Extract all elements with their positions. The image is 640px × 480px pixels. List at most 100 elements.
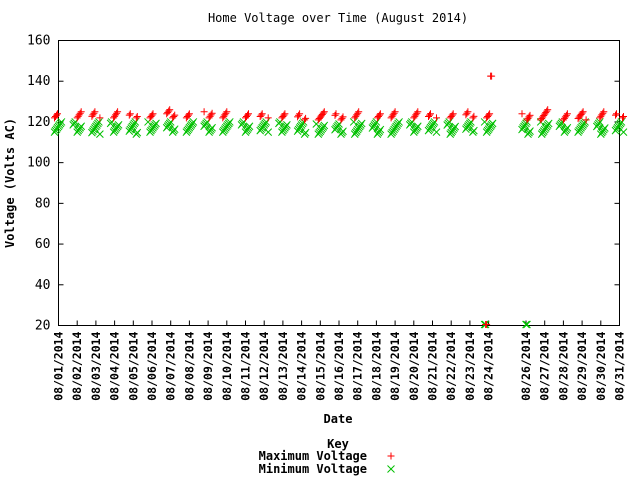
max-voltage-point [302, 114, 310, 122]
x-tick-label: 08/31/2014 [613, 331, 627, 400]
max-voltage-point [599, 109, 607, 117]
max-voltage-point [126, 110, 134, 118]
min-voltage-point [95, 118, 103, 126]
x-tick-label: 08/02/2014 [70, 331, 84, 400]
max-voltage-point [96, 114, 104, 122]
x-tick-label: 08/16/2014 [332, 331, 346, 400]
legend-title: Key [327, 437, 349, 451]
max-voltage-point [125, 111, 133, 119]
max-voltage-point [563, 110, 571, 118]
min-voltage-point [357, 119, 366, 128]
x-tick-label: 08/10/2014 [220, 331, 234, 400]
max-voltage-point [208, 109, 216, 117]
x-axis-ticks: 08/01/2014 08/02/2014 08/03/2014 08/04/2014… [52, 320, 627, 401]
max-voltage-point [483, 320, 491, 328]
x-tick-label: 08/13/2014 [276, 331, 290, 400]
x-tick-label: 08/21/2014 [426, 331, 440, 400]
legend-label-max: Maximum Voltage [259, 449, 367, 463]
min-voltage-point [395, 118, 403, 126]
max-voltage-point [319, 109, 327, 117]
max-voltage-point [170, 113, 178, 120]
max-voltage-point [579, 108, 587, 116]
y-tick-label: 120 [27, 115, 50, 130]
x-tick-label: 08/07/2014 [164, 331, 178, 400]
max-voltage-point [165, 107, 173, 115]
min-voltage-point [77, 122, 86, 131]
min-voltage-point [413, 122, 422, 131]
max-voltage-point [619, 114, 626, 122]
max-voltage-point [448, 111, 456, 119]
x-tick-label: 08/05/2014 [126, 331, 140, 400]
data-points [50, 72, 628, 329]
y-axis-ticks: 20 40 60 80 100 120 140 160 [27, 34, 620, 334]
max-voltage-point [613, 110, 620, 118]
max-voltage-point [375, 111, 383, 119]
max-voltage-point [449, 110, 457, 118]
max-voltage-point [413, 109, 421, 117]
max-voltage-point [463, 109, 471, 117]
max-voltage-point [185, 110, 193, 118]
x-tick-label: 08/29/2014 [575, 331, 589, 400]
x-tick-label: 08/14/2014 [295, 331, 309, 400]
y-tick-label: 160 [27, 34, 50, 49]
min-voltage-point [376, 125, 385, 134]
min-voltage-point [488, 119, 497, 128]
max-voltage-point [132, 114, 140, 122]
max-voltage-point [264, 114, 272, 122]
y-tick-label: 20 [35, 319, 51, 334]
max-voltage-point [301, 116, 309, 124]
min-voltage-point [208, 123, 216, 132]
chart-title: Home Voltage over Time (August 2014) [208, 11, 468, 25]
max-voltage-point [76, 109, 84, 117]
x-tick-label: 08/22/2014 [444, 331, 458, 400]
max-voltage-point [149, 110, 157, 118]
y-tick-label: 100 [27, 156, 50, 171]
min-voltage-point [301, 128, 310, 137]
legend-min-marker [387, 465, 395, 473]
max-voltage-point [376, 110, 384, 118]
max-voltage-point [426, 111, 433, 119]
x-tick-label: 08/23/2014 [463, 331, 477, 400]
y-tick-label: 80 [35, 196, 51, 211]
x-axis-label: Date [324, 412, 353, 426]
max-voltage-point [433, 114, 440, 122]
max-voltage-point [244, 111, 251, 119]
max-voltage-point [280, 111, 288, 119]
x-tick-label: 08/08/2014 [182, 331, 196, 400]
x-tick-label: 08/17/2014 [351, 331, 365, 400]
plot-frame [58, 40, 620, 326]
max-voltage-point [281, 110, 289, 118]
max-voltage-point [245, 110, 252, 118]
x-tick-label: 08/15/2014 [313, 331, 327, 400]
x-tick-label: 08/27/2014 [538, 331, 552, 400]
min-voltage-point [451, 122, 460, 131]
max-voltage-point [620, 113, 627, 120]
max-voltage-point [54, 110, 61, 118]
max-voltage-point [90, 109, 98, 117]
x-tick-label: 08/06/2014 [145, 331, 159, 400]
min-voltage-point [595, 118, 604, 126]
max-voltage-point [258, 110, 266, 118]
min-voltage-point [563, 123, 572, 132]
max-voltage-point [53, 111, 60, 119]
x-tick-label: 08/18/2014 [369, 331, 383, 400]
max-voltage-point [485, 111, 493, 119]
max-voltage-point [518, 110, 526, 118]
min-voltage-point [133, 128, 142, 137]
legend-max-marker [387, 452, 395, 460]
y-axis-label: Voltage (Volts AC) [3, 118, 17, 248]
min-voltage-point [170, 125, 179, 134]
x-tick-label: 08/04/2014 [108, 331, 122, 400]
max-voltage-point [133, 113, 141, 120]
x-tick-label: 08/03/2014 [89, 331, 103, 400]
x-tick-label: 08/19/2014 [388, 331, 402, 400]
min-voltage-point [225, 118, 234, 126]
min-voltage-point [283, 120, 291, 129]
max-voltage-point [171, 111, 179, 119]
max-voltage-point [544, 106, 552, 114]
min-voltage-point [96, 130, 104, 138]
max-voltage-point [320, 108, 328, 116]
min-voltage-point [339, 127, 347, 136]
x-tick-label: 08/26/2014 [519, 331, 533, 400]
min-voltage-point [470, 126, 478, 135]
